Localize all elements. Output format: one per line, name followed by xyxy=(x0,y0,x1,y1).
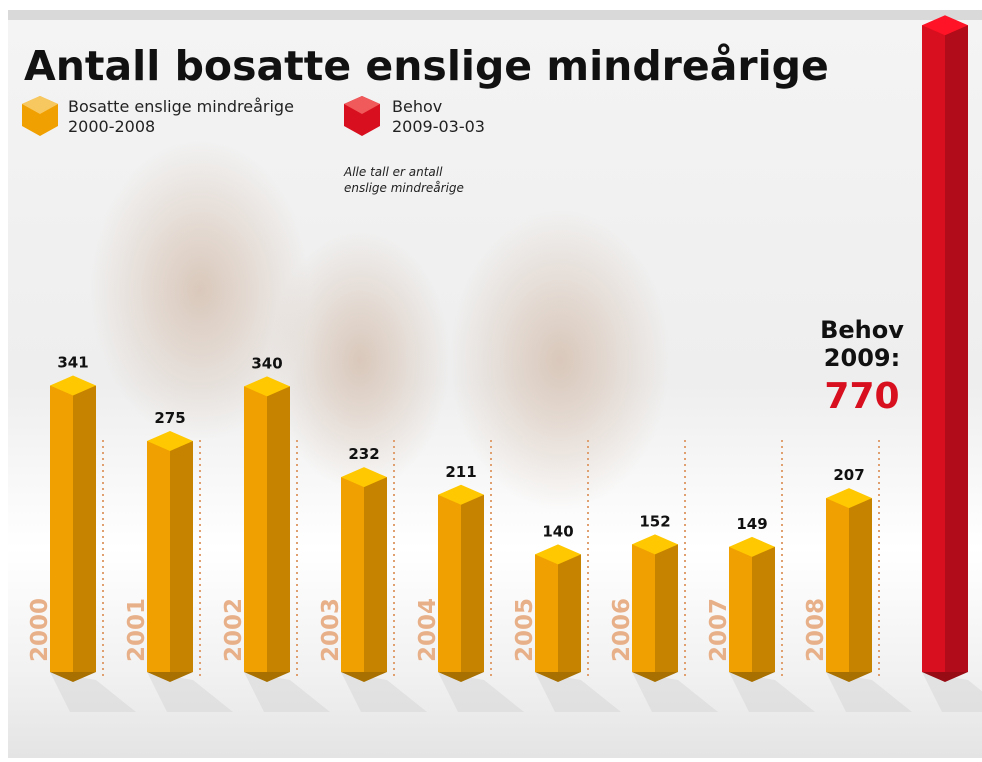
legend-label: Bosatte enslige mindreårige xyxy=(68,97,294,116)
bar xyxy=(729,536,815,712)
bar-foot xyxy=(535,672,581,682)
bar-shadow xyxy=(147,672,233,712)
value-label: 232 xyxy=(348,445,379,463)
bar-foot xyxy=(729,672,775,682)
x-tick-label: 2003 xyxy=(318,598,344,662)
legend-swatch-top xyxy=(344,96,380,114)
bar-front xyxy=(826,498,849,672)
legend-period: 2000-2008 xyxy=(68,117,155,136)
bar-cap xyxy=(341,467,387,488)
x-tick-label: 2001 xyxy=(124,598,150,662)
value-label: 275 xyxy=(154,409,185,427)
x-tick-label: 2004 xyxy=(415,598,441,662)
value-label: 211 xyxy=(445,463,476,481)
bar xyxy=(147,431,233,712)
note: Alle tall er antall xyxy=(343,165,443,179)
x-tick-label: 2000 xyxy=(27,598,53,662)
bar-side xyxy=(945,25,968,672)
bar xyxy=(826,488,912,712)
bar-foot xyxy=(244,672,290,682)
bar-front xyxy=(341,477,364,672)
x-tick-label: 2006 xyxy=(609,598,635,662)
note: enslige mindreårige xyxy=(344,181,464,195)
bar xyxy=(922,15,982,712)
bar-side xyxy=(170,441,193,672)
value-label: 340 xyxy=(251,354,282,372)
bar-side xyxy=(461,494,484,672)
bar-front xyxy=(438,494,461,672)
bar-shadow xyxy=(826,672,912,712)
top-strip xyxy=(8,10,982,20)
photo-shade xyxy=(90,140,310,440)
bar-cap xyxy=(244,376,290,397)
bar-shadow xyxy=(50,672,136,712)
annotation: Behov xyxy=(820,316,904,344)
bar-cap xyxy=(632,534,678,555)
bar-foot xyxy=(147,672,193,682)
bar-shadow xyxy=(922,672,982,712)
bar-cap xyxy=(826,488,872,509)
legend-period: 2009-03-03 xyxy=(392,117,485,136)
x-tick-label: 2007 xyxy=(706,598,732,662)
x-tick-label: 2008 xyxy=(803,598,829,662)
bar-front xyxy=(632,544,655,672)
bar-side xyxy=(364,477,387,672)
bar xyxy=(341,467,427,712)
title: Antall bosatte enslige mindreårige xyxy=(24,42,829,90)
annotation: 2009: xyxy=(824,344,900,372)
bar xyxy=(244,376,330,712)
value-label: 770 xyxy=(824,376,899,417)
bar xyxy=(535,544,621,712)
bar xyxy=(50,375,136,712)
bar-shadow xyxy=(244,672,330,712)
bar-cap xyxy=(50,375,96,396)
value-label: 207 xyxy=(833,466,864,484)
value-label: 140 xyxy=(542,522,573,540)
bar-shadow xyxy=(632,672,718,712)
bar-foot xyxy=(341,672,387,682)
bar-shadow xyxy=(729,672,815,712)
value-label: 149 xyxy=(736,515,767,533)
bar-cap xyxy=(147,431,193,451)
bar-shadow xyxy=(438,672,524,712)
bar-shadow xyxy=(341,672,427,712)
photo-shade xyxy=(450,210,670,510)
bar-front xyxy=(535,554,558,672)
bar-foot xyxy=(50,672,96,682)
bar-front xyxy=(729,546,752,672)
bar-cap xyxy=(922,15,968,36)
bar-shadow xyxy=(535,672,621,712)
bar-front xyxy=(922,25,945,672)
bar-cap xyxy=(438,484,484,505)
bar-side xyxy=(558,554,581,672)
bar xyxy=(632,534,718,712)
legend-label: Behov xyxy=(392,97,442,116)
value-label: 341 xyxy=(57,354,88,372)
bar-cap xyxy=(729,536,775,557)
photo-shade xyxy=(270,230,450,490)
bar-side xyxy=(655,544,678,672)
legend: Bosatte enslige mindreårige 2000-2008 Be… xyxy=(22,96,485,136)
x-tick-label: 2002 xyxy=(221,598,247,662)
bar-foot xyxy=(826,672,872,682)
bar-front xyxy=(147,441,170,672)
bar-side xyxy=(73,385,96,672)
bar-front xyxy=(50,385,73,672)
bar-foot xyxy=(438,672,484,682)
bar-foot xyxy=(922,672,968,682)
bar xyxy=(438,484,524,712)
legend-swatch-top xyxy=(22,96,58,114)
bar-side xyxy=(267,386,290,672)
value-label: 152 xyxy=(639,512,670,530)
bar-side xyxy=(752,546,775,672)
bar-side xyxy=(849,498,872,672)
x-tick-label: 2005 xyxy=(512,598,538,662)
bar-cap xyxy=(535,544,581,565)
bar-front xyxy=(244,386,267,672)
bar-foot xyxy=(632,672,678,682)
